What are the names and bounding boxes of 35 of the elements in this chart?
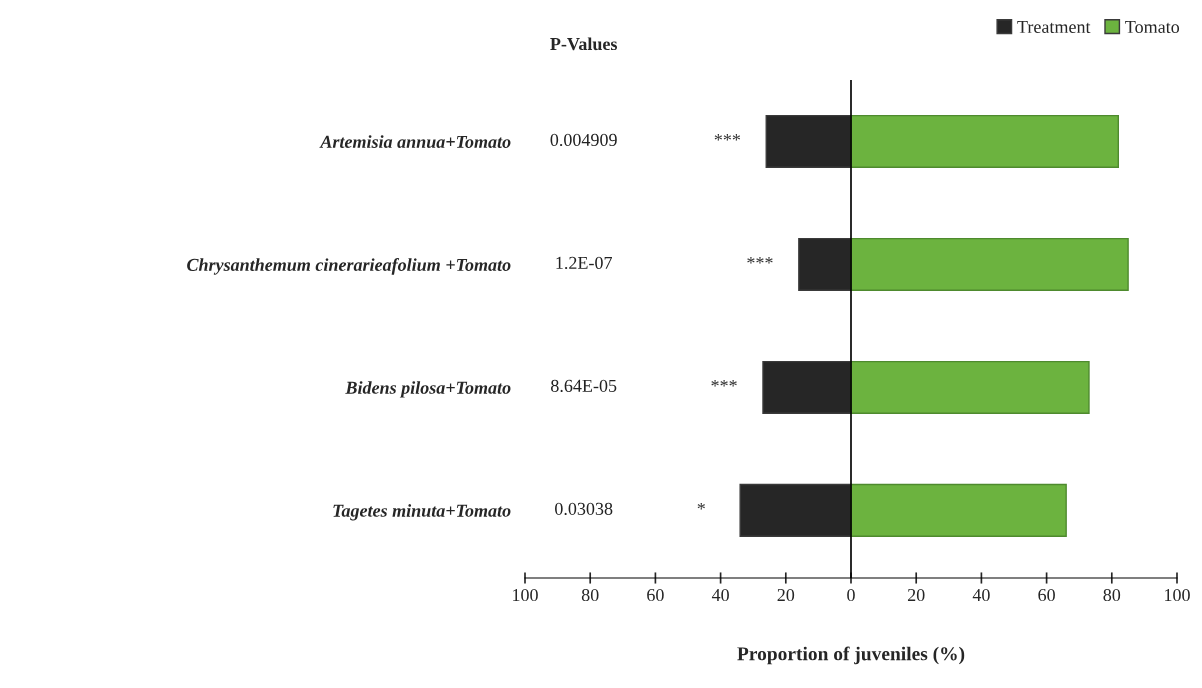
bar: [762, 360, 852, 414]
y-tick-label: Artemisia annua+Tomato: [319, 135, 511, 148]
x-tick-label: 60: [1038, 588, 1055, 602]
x-tick-label: 40: [711, 588, 729, 602]
bar: [765, 114, 852, 168]
bar: [850, 483, 1067, 537]
x-tick-label: 0: [847, 588, 855, 602]
x-tick-label: 100: [1165, 588, 1190, 602]
bar: [850, 360, 1090, 414]
x-tick-label: 100: [513, 588, 538, 602]
y-tick-label: Bidens pilosa+Tomato: [345, 381, 511, 398]
x-tick-label: 80: [581, 588, 599, 602]
annotation: ***: [747, 256, 773, 264]
x-tick-label: 80: [1103, 588, 1121, 602]
annotation: 0.004909: [550, 133, 617, 147]
x-tick-label: 20: [777, 588, 795, 602]
annotation: ***: [714, 134, 741, 141]
legend-label: Treatment: [1017, 21, 1091, 34]
y-tick-label: Tagetes minuta+Tomato: [333, 504, 511, 521]
bar: [850, 237, 1129, 291]
x-tick-label: 40: [972, 588, 990, 602]
legend-label: Tomato: [1125, 21, 1180, 34]
x-tick-label: 60: [647, 588, 664, 602]
annotation: 8.64E-05: [551, 379, 617, 393]
x-tick-label: 20: [907, 588, 925, 602]
bar: [798, 237, 852, 291]
bar: [739, 483, 852, 537]
y-tick-label: Chrysanthemum cinerarieafolium +Tomato: [187, 258, 511, 275]
text: P-Values: [550, 37, 618, 51]
annotation: ***: [711, 379, 737, 387]
annotation: 1.2E-07: [556, 256, 612, 270]
annotation: 0.03038: [555, 502, 613, 515]
annotation: *: [697, 502, 705, 510]
bar: [850, 114, 1120, 168]
x-axis-title: Proportion of juveniles (%): [737, 646, 965, 665]
